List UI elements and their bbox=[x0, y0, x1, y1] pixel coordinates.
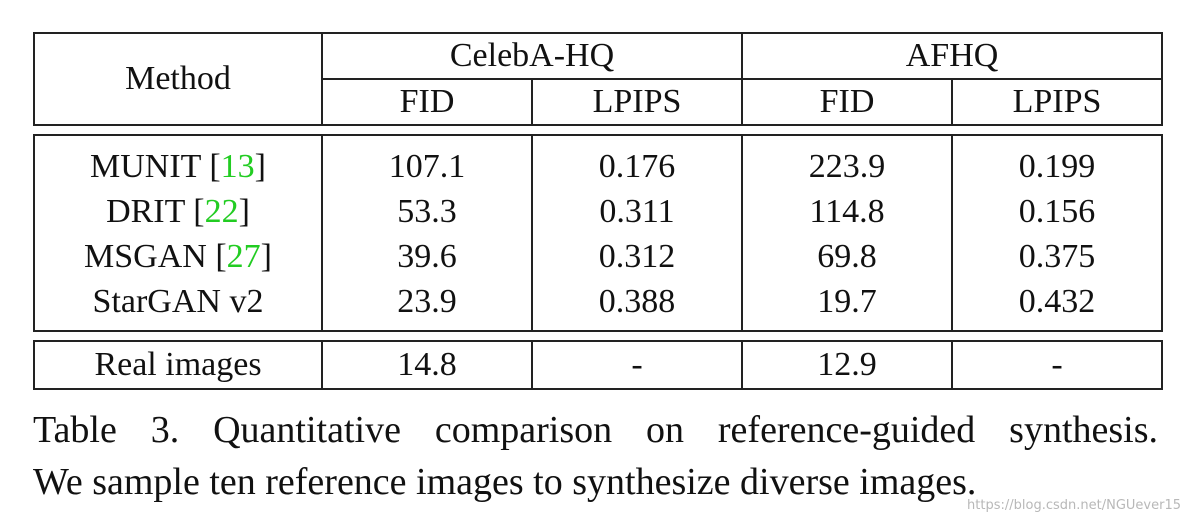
row-value: 19.7 bbox=[741, 279, 954, 332]
row-value: 0.199 bbox=[951, 134, 1164, 189]
results-table-container: Method CelebA-HQ AFHQ FID LPIPS FID LPIP… bbox=[33, 32, 1164, 390]
watermark: https://blog.csdn.net/NGUever15 bbox=[967, 498, 1181, 513]
spacer-row bbox=[34, 331, 1162, 341]
caption-line: Table 3. Quantitative comparison on refe… bbox=[33, 409, 1158, 451]
method-name: MUNIT bbox=[90, 147, 201, 185]
table-row: MSGAN [27] 39.6 0.312 69.8 0.375 bbox=[33, 234, 1164, 279]
table-row: MUNIT [13] 107.1 0.176 223.9 0.199 bbox=[33, 134, 1164, 189]
row-value: 0.176 bbox=[530, 134, 744, 189]
row-value: 0.156 bbox=[951, 189, 1164, 234]
header-metric: FID bbox=[321, 78, 533, 126]
table-caption: Table 3. Quantitative comparison on refe… bbox=[33, 404, 1158, 508]
header-group-afhq: AFHQ bbox=[741, 32, 1164, 80]
header-metric: LPIPS bbox=[951, 78, 1164, 126]
row-value: 39.6 bbox=[321, 234, 533, 279]
citation-link[interactable]: 13 bbox=[220, 147, 255, 185]
row-value: 0.375 bbox=[951, 234, 1164, 279]
header-method: Method bbox=[33, 32, 323, 126]
row-value: 107.1 bbox=[321, 134, 533, 189]
caption-line: We sample ten reference images to synthe… bbox=[33, 461, 977, 503]
row-value: - bbox=[530, 340, 744, 390]
citation-link[interactable]: 27 bbox=[226, 237, 261, 275]
header-group-celeba: CelebA-HQ bbox=[320, 32, 744, 80]
method-name: StarGAN v2 bbox=[92, 282, 264, 320]
row-value: 53.3 bbox=[321, 189, 533, 234]
results-table: Method CelebA-HQ AFHQ FID LPIPS FID LPIP… bbox=[33, 32, 1164, 390]
row-value: 12.9 bbox=[741, 340, 954, 390]
row-method: DRIT [22] bbox=[33, 189, 323, 234]
row-value: - bbox=[951, 340, 1164, 390]
table-row: DRIT [22] 53.3 0.311 114.8 0.156 bbox=[33, 189, 1164, 234]
row-method: MSGAN [27] bbox=[33, 234, 323, 279]
header-metric: LPIPS bbox=[530, 78, 744, 126]
table-row: StarGAN v2 23.9 0.388 19.7 0.432 bbox=[33, 279, 1164, 332]
row-value: 14.8 bbox=[321, 340, 533, 390]
row-value: 114.8 bbox=[741, 189, 954, 234]
spacer-row bbox=[34, 125, 1162, 135]
real-images-row: Real images 14.8 - 12.9 - bbox=[33, 340, 1164, 390]
header-row-groups: Method CelebA-HQ AFHQ bbox=[33, 32, 1164, 126]
row-method: StarGAN v2 bbox=[33, 279, 323, 332]
row-value: 23.9 bbox=[321, 279, 533, 332]
row-value: 69.8 bbox=[741, 234, 954, 279]
header-metric: FID bbox=[741, 78, 954, 126]
row-value: 0.432 bbox=[951, 279, 1164, 332]
citation-link[interactable]: 22 bbox=[204, 192, 239, 230]
row-value: 0.311 bbox=[530, 189, 744, 234]
row-value: 0.388 bbox=[530, 279, 744, 332]
method-name: MSGAN bbox=[84, 237, 207, 275]
row-method: Real images bbox=[33, 340, 323, 390]
row-method: MUNIT [13] bbox=[33, 134, 323, 189]
header-row-metrics: FID LPIPS FID LPIPS bbox=[34, 78, 1164, 126]
method-name: DRIT bbox=[106, 192, 185, 230]
row-value: 223.9 bbox=[741, 134, 954, 189]
row-value: 0.312 bbox=[530, 234, 744, 279]
